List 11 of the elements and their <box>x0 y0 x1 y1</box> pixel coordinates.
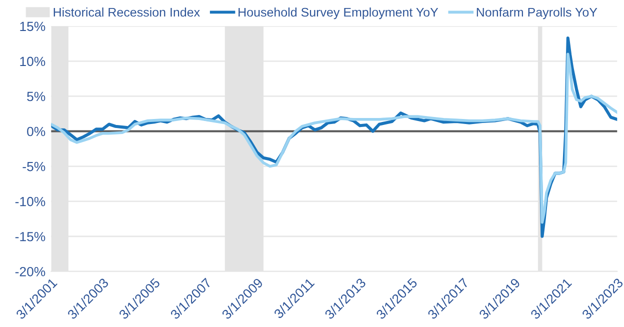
y-tick-label: -10% <box>15 196 46 206</box>
legend-label: Historical Recession Index <box>54 8 200 17</box>
y-tick-label: -5% <box>22 162 46 172</box>
y-tick-label: 5% <box>27 92 46 102</box>
y-tick-label: -15% <box>15 232 46 242</box>
y-tick-label: -20% <box>15 266 46 276</box>
y-tick-label: 10% <box>20 56 46 66</box>
y-tick-label: 15% <box>20 22 46 32</box>
y-tick-label: 0% <box>27 126 46 136</box>
legend-label: Household Survey Employment YoY <box>238 8 438 20</box>
legend-label: Nonfarm Payrolls YoY <box>476 8 598 20</box>
